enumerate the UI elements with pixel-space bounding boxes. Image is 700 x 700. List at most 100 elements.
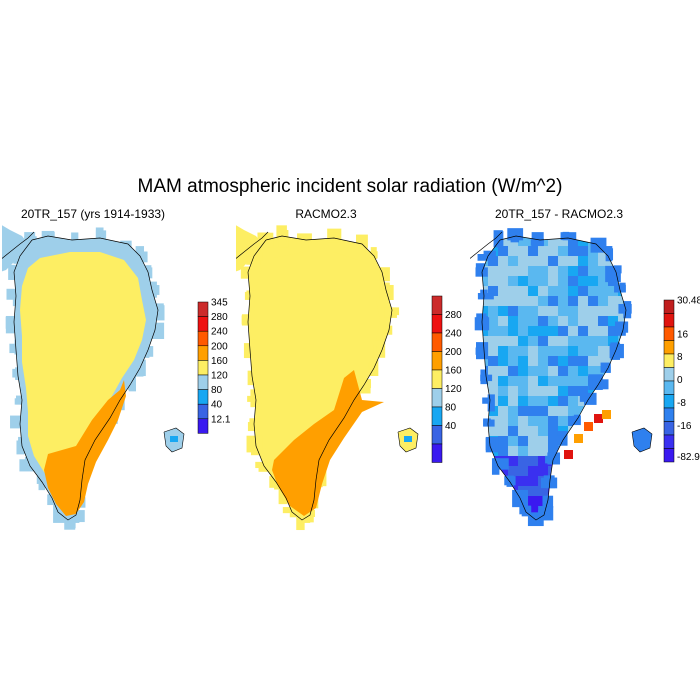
diff-cell xyxy=(598,266,608,276)
diff-cell xyxy=(508,416,518,426)
diff-cell xyxy=(528,266,538,276)
map-panel-2 xyxy=(236,225,419,531)
diff-cell xyxy=(518,376,528,386)
diff-cell xyxy=(558,266,568,276)
colorbar-swatch xyxy=(197,418,209,434)
ice-sheet-field xyxy=(20,252,146,510)
diff-cell xyxy=(548,246,558,256)
coastal-cell xyxy=(475,347,488,355)
colorbar-label: -16 xyxy=(677,421,692,432)
diff-cell xyxy=(548,286,558,296)
colorbar-1: 345 280 240 200 160 120 80 40 12.1 xyxy=(197,298,231,434)
canada-coastline xyxy=(470,231,503,259)
diff-cell xyxy=(548,316,558,326)
colorbar-label: 240 xyxy=(211,327,228,338)
diff-cell xyxy=(538,316,548,326)
coastal-cell xyxy=(383,282,390,293)
diff-cell xyxy=(548,236,558,246)
diff-cell xyxy=(558,276,568,286)
diff-cell xyxy=(598,326,608,336)
diff-cell xyxy=(568,376,578,386)
diff-cell xyxy=(518,436,528,446)
diff-cell xyxy=(538,256,548,266)
diff-cell xyxy=(608,286,618,296)
diff-cell xyxy=(598,306,608,316)
diff-cell xyxy=(558,316,568,326)
colorbar-swatch xyxy=(663,380,675,395)
coastal-cell xyxy=(328,232,340,241)
coastal-cell xyxy=(257,232,270,244)
coastal-cell xyxy=(241,315,252,325)
coastal-cell xyxy=(135,251,148,263)
diff-cell xyxy=(498,256,508,266)
colorbar-label: 0 xyxy=(677,375,683,386)
diff-cell xyxy=(538,396,548,406)
island-cell xyxy=(170,436,178,442)
colorbar-label: 16 xyxy=(677,329,689,340)
diff-cell xyxy=(508,466,518,476)
diff-cell xyxy=(518,386,528,396)
diff-cell xyxy=(498,386,508,396)
coastal-cell xyxy=(19,459,36,472)
diff-cell xyxy=(488,296,498,306)
coastal-cell xyxy=(482,397,494,404)
diff-cell xyxy=(558,246,568,256)
coastal-cell xyxy=(10,415,25,429)
diff-cell xyxy=(558,416,568,426)
diff-cell xyxy=(508,356,518,366)
diff-cell xyxy=(498,366,508,376)
coastal-cell xyxy=(583,392,597,405)
diff-cell xyxy=(518,286,528,296)
coastal-cell xyxy=(605,246,613,262)
diff-cell xyxy=(558,386,568,396)
colorbar-swatch xyxy=(197,389,209,405)
coastal-cell xyxy=(592,379,609,390)
diff-cell xyxy=(548,296,558,306)
coastal-cell xyxy=(135,359,146,377)
coastal-cell xyxy=(128,382,135,391)
diff-cell xyxy=(528,276,538,286)
colorbar-swatch xyxy=(431,388,443,408)
coastal-cell xyxy=(480,369,487,385)
coastal-cell xyxy=(289,511,298,518)
diff-cell xyxy=(508,346,518,356)
diff-cell xyxy=(518,416,528,426)
diff-cell xyxy=(528,356,538,366)
diff-cell xyxy=(508,246,518,256)
colorbar-swatch xyxy=(431,332,443,352)
colorbar-swatch xyxy=(197,360,209,376)
diff-cell xyxy=(538,366,548,376)
colorbar-swatch xyxy=(663,394,675,409)
colorbar-swatch xyxy=(663,367,675,382)
diff-cell xyxy=(518,246,528,256)
diff-cell xyxy=(498,336,508,346)
coastal-cell xyxy=(618,303,632,314)
coastal-cell xyxy=(504,476,516,486)
diff-cell xyxy=(558,306,568,316)
diff-cell xyxy=(528,336,538,346)
coastal-cell xyxy=(556,435,566,445)
coastal-cell xyxy=(250,252,263,261)
colorbar-swatch xyxy=(663,326,675,341)
diff-cell xyxy=(508,406,518,416)
diff-cell xyxy=(578,256,588,266)
diff-cell xyxy=(548,366,558,376)
colorbar-label: 160 xyxy=(445,366,462,377)
diff-cell xyxy=(568,276,578,286)
diff-cell xyxy=(508,326,518,336)
diff-cell xyxy=(538,336,548,346)
diff-cell xyxy=(558,356,568,366)
diff-cell xyxy=(558,236,568,246)
diff-cell xyxy=(568,386,578,396)
diff-cell xyxy=(518,456,528,466)
diff-cell xyxy=(548,376,558,386)
colorbar-label: 40 xyxy=(211,400,223,411)
coastal-cell xyxy=(513,493,528,503)
diff-cell xyxy=(508,446,518,456)
colorbar-label: 200 xyxy=(445,347,462,358)
diff-cell xyxy=(528,396,538,406)
diff-cell xyxy=(488,376,498,386)
coastal-cell xyxy=(240,266,251,279)
coastal-cell xyxy=(543,475,555,487)
warm-cell xyxy=(594,414,603,423)
